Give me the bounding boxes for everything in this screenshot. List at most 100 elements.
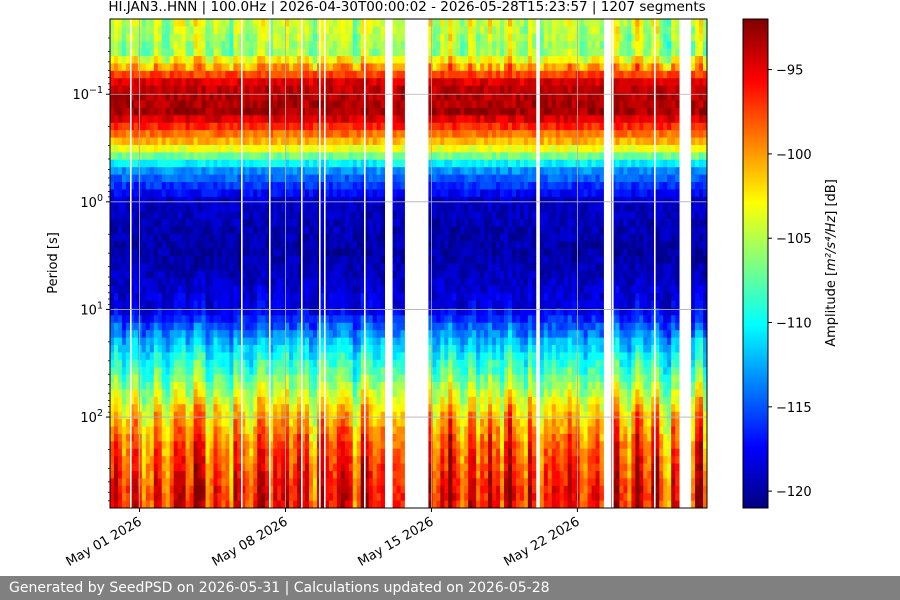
heatmap-cell	[265, 359, 270, 368]
heatmap-cell	[309, 159, 314, 168]
heatmap-cell	[336, 448, 342, 457]
heatmap-cell	[312, 359, 318, 368]
heatmap-cell	[324, 122, 330, 131]
heatmap-cell	[253, 270, 258, 279]
heatmap-cell	[161, 463, 167, 472]
heatmap-cell	[197, 33, 202, 42]
heatmap-cell	[161, 367, 167, 376]
heatmap-cell	[261, 404, 266, 413]
heatmap-cell	[141, 300, 147, 309]
heatmap-cell	[285, 322, 290, 331]
heatmap-cell	[360, 56, 366, 64]
heatmap-cell	[137, 470, 143, 479]
heatmap-cell	[261, 256, 266, 264]
heatmap-cell	[281, 26, 286, 35]
heatmap-cell	[312, 41, 318, 50]
heatmap-cell	[301, 404, 306, 413]
heatmap-cell	[428, 463, 433, 472]
heatmap-cell	[376, 167, 382, 175]
heatmap-cell	[141, 204, 147, 213]
heatmap-cell	[356, 411, 362, 420]
heatmap-cell	[149, 159, 155, 168]
heatmap-cell	[261, 174, 266, 183]
heatmap-cell	[364, 159, 370, 168]
heatmap-cell	[309, 330, 314, 338]
heatmap-cell	[332, 270, 338, 279]
heatmap-cell	[400, 270, 405, 279]
heatmap-cell	[173, 189, 179, 198]
heatmap-cell	[229, 337, 234, 346]
heatmap-cell	[145, 433, 151, 442]
heatmap-cell	[149, 219, 155, 227]
heatmap-cell	[185, 396, 190, 405]
heatmap-cell	[297, 330, 302, 338]
heatmap-cell	[360, 359, 366, 368]
heatmap-cell	[241, 322, 246, 331]
heatmap-cell	[301, 478, 306, 487]
heatmap-cell	[257, 41, 262, 50]
heatmap-cell	[376, 152, 382, 161]
heatmap-cell	[293, 144, 298, 153]
heatmap-cell	[400, 411, 405, 420]
heatmap-cell	[133, 322, 139, 331]
heatmap-cell	[277, 478, 282, 487]
heatmap-cell	[301, 463, 306, 472]
heatmap-cell	[137, 285, 143, 294]
heatmap-cell	[125, 189, 131, 198]
heatmap-cell	[201, 485, 206, 494]
heatmap-cell	[301, 233, 306, 242]
heatmap-cell	[153, 382, 159, 390]
heatmap-cell	[193, 441, 198, 450]
heatmap-cell	[340, 470, 346, 479]
heatmap-cell	[169, 263, 175, 272]
heatmap-cell	[348, 226, 354, 235]
heatmap-cell	[348, 48, 354, 57]
heatmap-cell	[153, 233, 159, 242]
heatmap-cell	[241, 500, 246, 508]
heatmap-cell	[205, 433, 210, 442]
heatmap-cell	[332, 63, 338, 72]
heatmap-cell	[117, 159, 123, 168]
heatmap-cell	[257, 322, 262, 331]
heatmap-cell	[229, 307, 234, 316]
heatmap-cell	[237, 85, 242, 94]
heatmap-cell	[233, 352, 238, 361]
heatmap-cell	[324, 322, 330, 331]
heatmap-cell	[229, 382, 234, 390]
heatmap-cell	[169, 382, 175, 390]
heatmap-cell	[189, 285, 194, 294]
heatmap-cell	[249, 307, 254, 316]
heatmap-cell	[225, 478, 230, 487]
heatmap-cell	[169, 389, 175, 398]
heatmap-cell	[249, 159, 254, 168]
heatmap-cell	[201, 167, 206, 175]
heatmap-cell	[428, 78, 433, 87]
heatmap-cell	[436, 500, 441, 508]
heatmap-cell	[312, 426, 318, 435]
heatmap-cell	[348, 241, 354, 250]
heatmap-cell	[312, 33, 318, 42]
heatmap-cell	[145, 389, 151, 398]
heatmap-cell	[173, 144, 179, 153]
heatmap-cell	[265, 189, 270, 198]
heatmap-cell	[324, 211, 330, 220]
heatmap-cell	[157, 293, 163, 301]
heatmap-cell	[233, 485, 238, 494]
heatmap-cell	[110, 204, 115, 213]
heatmap-cell	[217, 226, 222, 235]
heatmap-cell	[392, 448, 397, 457]
heatmap-cell	[241, 219, 246, 227]
heatmap-cell	[400, 441, 405, 450]
heatmap-cell	[344, 226, 350, 235]
heatmap-cell	[181, 56, 187, 64]
heatmap-cell	[265, 182, 270, 190]
heatmap-cell	[297, 152, 302, 161]
heatmap-cell	[428, 404, 433, 413]
heatmap-cell	[213, 144, 218, 153]
heatmap-cell	[380, 485, 386, 494]
heatmap-cell	[221, 233, 226, 242]
heatmap-cell	[305, 174, 310, 183]
heatmap-cell	[125, 263, 131, 272]
heatmap-cell	[440, 241, 445, 250]
heatmap-cell	[113, 152, 119, 161]
